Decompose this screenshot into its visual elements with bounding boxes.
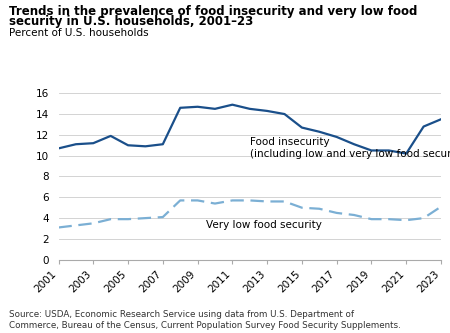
Text: Food insecurity
(including low and very low food security): Food insecurity (including low and very …: [250, 137, 450, 159]
Text: Very low food security: Very low food security: [206, 220, 322, 230]
Text: security in U.S. households, 2001–23: security in U.S. households, 2001–23: [9, 15, 253, 28]
Text: Source: USDA, Economic Research Service using data from U.S. Department of
Comme: Source: USDA, Economic Research Service …: [9, 310, 401, 330]
Text: Trends in the prevalence of food insecurity and very low food: Trends in the prevalence of food insecur…: [9, 5, 418, 18]
Text: Percent of U.S. households: Percent of U.S. households: [9, 28, 148, 38]
